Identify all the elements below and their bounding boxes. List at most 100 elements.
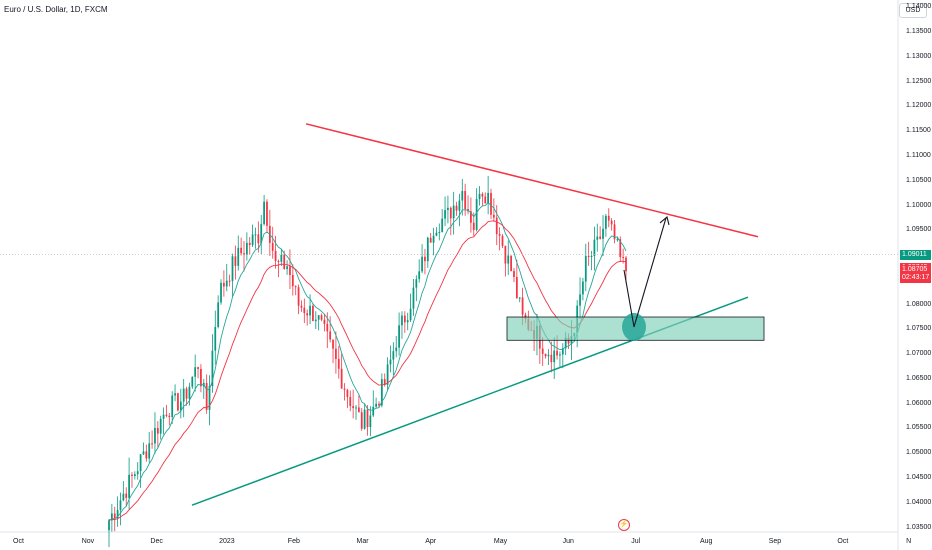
candle-body xyxy=(159,418,162,434)
x-tick-label: Oct xyxy=(13,538,24,545)
candle-body xyxy=(294,286,297,288)
y-tick-label: 1.11500 xyxy=(906,127,931,135)
candle-body xyxy=(490,192,492,215)
y-tick-label: 1.13500 xyxy=(906,28,932,36)
candle-body xyxy=(395,347,398,352)
candle-body xyxy=(421,256,423,272)
x-tick-label: Dec xyxy=(150,538,163,545)
x-tick-label: N xyxy=(906,538,912,545)
candle-body xyxy=(346,389,349,397)
candle-body xyxy=(541,348,544,354)
candle-body xyxy=(220,282,222,303)
candle-body xyxy=(363,409,366,429)
candle-body xyxy=(561,348,564,355)
candle-body xyxy=(424,256,426,262)
candle-body xyxy=(128,474,130,498)
y-tick-label: 1.10000 xyxy=(906,201,932,209)
candle-body xyxy=(182,388,185,402)
candle-body xyxy=(582,281,584,295)
x-tick-label: Sep xyxy=(768,538,782,545)
candle-body xyxy=(409,308,412,321)
y-tick-label: 1.13000 xyxy=(906,52,932,60)
candle-body xyxy=(605,215,607,229)
candle-body xyxy=(240,247,243,254)
candle-body xyxy=(148,443,151,459)
candle-body xyxy=(168,415,171,418)
candle-body xyxy=(309,305,311,316)
candle-body xyxy=(455,205,458,211)
currency-selector[interactable]: USD xyxy=(899,3,927,18)
candle-body xyxy=(452,205,455,219)
candle-body xyxy=(108,520,110,531)
resistance-trendline xyxy=(305,123,759,238)
candle-body xyxy=(257,234,260,244)
candle-body xyxy=(185,388,188,399)
x-tick-label: 2023 xyxy=(219,538,235,545)
candle-body xyxy=(323,319,326,324)
x-tick-label: Nov xyxy=(81,538,95,545)
candle-body xyxy=(380,379,383,406)
candle-body xyxy=(481,193,484,197)
y-tick-label: 1.06000 xyxy=(906,399,932,407)
y-tick-label: 1.10500 xyxy=(906,176,932,184)
candle-body xyxy=(142,451,145,455)
candle-body xyxy=(625,257,627,272)
candle-body xyxy=(217,302,220,327)
candle-body xyxy=(610,220,613,225)
candle-body xyxy=(556,350,558,356)
candle-body xyxy=(366,409,369,428)
candle-body xyxy=(472,222,475,230)
candle-body xyxy=(449,207,452,219)
candle-body xyxy=(303,307,306,314)
candle-body xyxy=(475,199,478,230)
candle-body xyxy=(162,414,165,419)
candle-body xyxy=(357,407,360,413)
y-tick-label: 1.12500 xyxy=(906,77,932,85)
candle-body xyxy=(470,211,472,223)
candle-body xyxy=(171,395,174,418)
candle-body xyxy=(515,277,518,299)
x-tick-label: Oct xyxy=(837,538,849,545)
x-tick-label: Mar xyxy=(356,538,369,545)
candle-body xyxy=(478,193,481,200)
candle-body xyxy=(372,406,375,416)
candle-body xyxy=(271,242,274,251)
candle-body xyxy=(429,237,432,243)
candle-body xyxy=(133,474,136,476)
candle-body xyxy=(518,297,521,299)
candle-body xyxy=(401,315,403,326)
candle-body xyxy=(286,266,288,269)
candle-body xyxy=(200,368,202,387)
y-tick-label: 1.04000 xyxy=(906,498,932,506)
y-tick-label: 1.05000 xyxy=(906,449,932,457)
y-tick-label: 1.07000 xyxy=(906,350,932,358)
candle-body xyxy=(550,354,553,363)
candle-body xyxy=(343,388,346,390)
candle-body xyxy=(317,315,320,320)
candle-body xyxy=(441,218,444,233)
x-tick-label: Jul xyxy=(631,538,641,545)
candle-body xyxy=(510,255,512,272)
candle-body xyxy=(243,253,245,255)
candle-body xyxy=(139,454,142,472)
candle-body xyxy=(432,235,435,243)
candle-body xyxy=(300,305,303,308)
lightning-icon[interactable]: ⚡ xyxy=(618,519,630,531)
candle-body xyxy=(403,315,406,323)
candle-body xyxy=(498,234,501,236)
candle-body xyxy=(136,471,139,475)
candle-body xyxy=(406,320,409,323)
candle-body xyxy=(125,493,128,498)
candle-body xyxy=(283,254,286,269)
candle-body xyxy=(340,368,343,389)
y-tick-label: 1.07500 xyxy=(906,325,932,333)
candle-body xyxy=(507,255,510,264)
candle-body xyxy=(378,403,380,406)
candle-body xyxy=(332,339,334,349)
x-tick-label: Feb xyxy=(287,538,300,545)
candle-body xyxy=(559,354,561,356)
candle-body xyxy=(231,256,234,281)
candle-body xyxy=(156,427,159,434)
candle-body xyxy=(602,228,604,239)
